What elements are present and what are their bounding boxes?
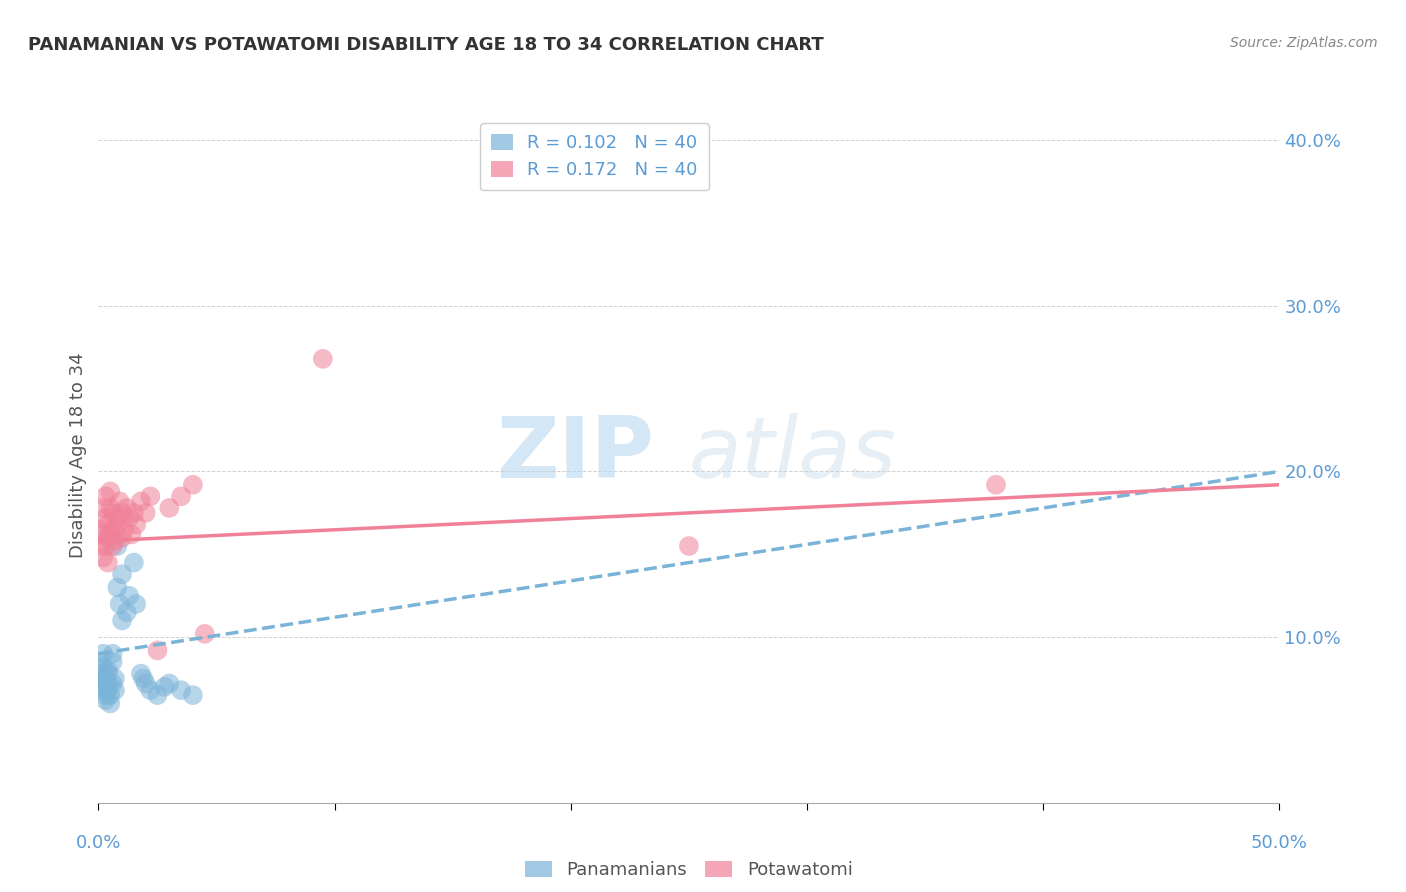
- Legend: Panamanians, Potawatomi: Panamanians, Potawatomi: [517, 854, 860, 887]
- Point: [90, 539, 112, 553]
- Point: [105, 581, 128, 595]
- Point: [115, 500, 138, 515]
- Point: [984, 477, 1007, 491]
- Point: [91, 672, 114, 686]
- Point: [125, 597, 148, 611]
- Point: [121, 527, 143, 541]
- Point: [132, 672, 155, 686]
- Point: [98, 500, 121, 515]
- Point: [90, 655, 112, 669]
- Point: [94, 539, 117, 553]
- Point: [91, 660, 114, 674]
- Point: [129, 494, 152, 508]
- Point: [98, 697, 121, 711]
- Point: [122, 556, 145, 570]
- Point: [94, 489, 117, 503]
- Text: Source: ZipAtlas.com: Source: ZipAtlas.com: [1230, 36, 1378, 50]
- Point: [97, 531, 120, 545]
- Point: [111, 506, 134, 520]
- Point: [170, 489, 193, 503]
- Point: [104, 523, 127, 537]
- Point: [94, 680, 117, 694]
- Point: [97, 676, 120, 690]
- Point: [112, 523, 135, 537]
- Point: [181, 688, 204, 702]
- Point: [153, 680, 176, 694]
- Text: ZIP: ZIP: [496, 413, 654, 497]
- Point: [135, 676, 157, 690]
- Point: [91, 647, 114, 661]
- Point: [194, 627, 217, 641]
- Point: [105, 539, 128, 553]
- Point: [157, 500, 180, 515]
- Point: [139, 489, 162, 503]
- Point: [135, 506, 157, 520]
- Point: [97, 666, 120, 681]
- Point: [101, 647, 124, 661]
- Point: [97, 517, 120, 532]
- Point: [97, 556, 120, 570]
- Point: [312, 351, 335, 366]
- Point: [105, 511, 128, 525]
- Point: [139, 683, 162, 698]
- Text: 50.0%: 50.0%: [1251, 834, 1308, 852]
- Point: [101, 506, 124, 520]
- Point: [97, 663, 120, 677]
- Point: [91, 527, 114, 541]
- Point: [115, 605, 138, 619]
- Point: [98, 484, 121, 499]
- Point: [90, 523, 112, 537]
- Point: [90, 666, 112, 681]
- Point: [118, 589, 141, 603]
- Point: [98, 527, 121, 541]
- Point: [105, 517, 128, 532]
- Point: [108, 494, 131, 508]
- Point: [94, 511, 117, 525]
- Point: [170, 683, 193, 698]
- Point: [146, 643, 169, 657]
- Point: [111, 614, 134, 628]
- Y-axis label: Disability Age 18 to 34: Disability Age 18 to 34: [69, 352, 87, 558]
- Point: [118, 511, 141, 525]
- Point: [101, 655, 124, 669]
- Point: [101, 676, 124, 690]
- Text: 0.0%: 0.0%: [76, 834, 121, 852]
- Point: [146, 688, 169, 702]
- Point: [90, 676, 112, 690]
- Point: [94, 672, 117, 686]
- Point: [97, 683, 120, 698]
- Text: atlas: atlas: [689, 413, 897, 497]
- Point: [91, 500, 114, 515]
- Point: [125, 517, 148, 532]
- Point: [181, 477, 204, 491]
- Point: [101, 539, 124, 553]
- Point: [122, 506, 145, 520]
- Point: [129, 666, 152, 681]
- Point: [91, 550, 114, 565]
- Point: [111, 567, 134, 582]
- Point: [104, 672, 127, 686]
- Point: [678, 539, 700, 553]
- Point: [157, 676, 180, 690]
- Point: [94, 693, 117, 707]
- Point: [94, 688, 117, 702]
- Point: [98, 688, 121, 702]
- Point: [104, 534, 127, 549]
- Point: [108, 597, 131, 611]
- Point: [104, 683, 127, 698]
- Point: [111, 531, 134, 545]
- Point: [91, 683, 114, 698]
- Text: PANAMANIAN VS POTAWATOMI DISABILITY AGE 18 TO 34 CORRELATION CHART: PANAMANIAN VS POTAWATOMI DISABILITY AGE …: [28, 36, 824, 54]
